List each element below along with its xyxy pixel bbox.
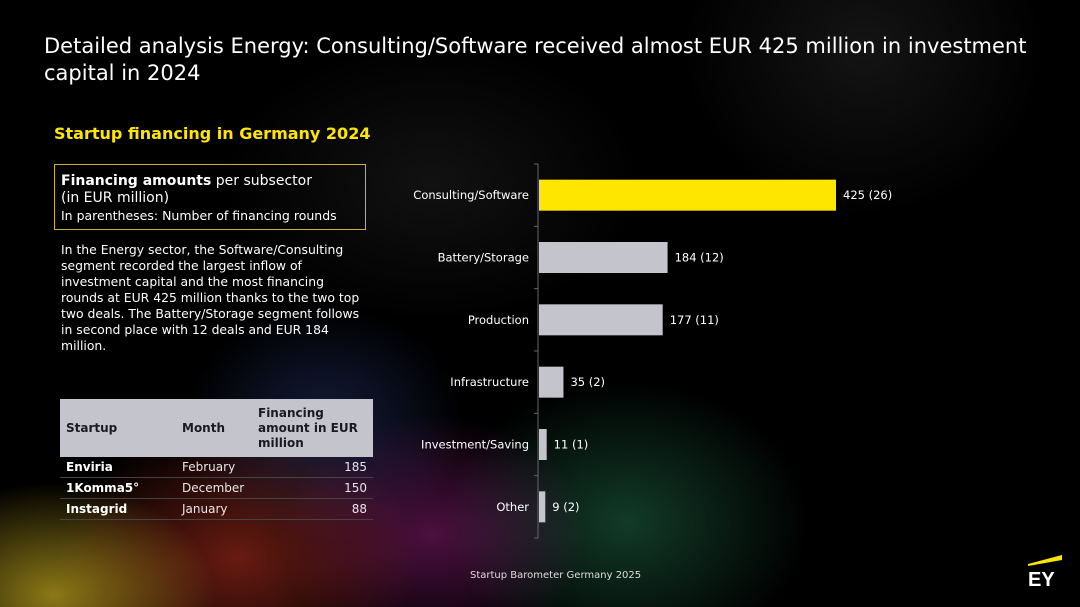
info-box-rest: per subsector — [211, 173, 312, 189]
data-label: 425 (26) — [843, 188, 892, 202]
footer-text: Startup Barometer Germany 2025 — [470, 570, 642, 581]
data-label: 11 (1) — [554, 438, 589, 452]
cell-startup: Instagrid — [60, 498, 176, 520]
data-label: 184 (12) — [675, 251, 724, 265]
section-subtitle: Startup financing in Germany 2024 — [54, 124, 371, 143]
ey-logo: EY — [1028, 555, 1062, 589]
info-box-line3: In parentheses: Number of financing roun… — [61, 208, 337, 223]
description-text: In the Energy sector, the Software/Consu… — [61, 242, 360, 353]
cell-amount: 185 — [252, 457, 373, 478]
category-label: Infrastructure — [450, 375, 529, 389]
table-row: Instagrid January 88 — [60, 498, 373, 520]
cell-amount: 150 — [252, 477, 373, 499]
header-startup: Startup — [60, 399, 176, 457]
top-deals-table: Startup Month Financing amount in EUR mi… — [60, 399, 373, 520]
table-header-row: Startup Month Financing amount in EUR mi… — [60, 399, 373, 457]
cell-startup: 1Komma5° — [60, 477, 176, 499]
category-label: Battery/Storage — [438, 251, 529, 265]
bar — [539, 491, 546, 523]
data-label: 9 (2) — [552, 500, 579, 514]
table-row: Enviria February 185 — [60, 457, 373, 478]
cell-month: January — [176, 498, 252, 520]
bar — [539, 304, 663, 336]
cell-amount: 88 — [252, 498, 373, 520]
category-label: Consulting/Software — [413, 188, 529, 202]
cell-startup: Enviria — [60, 457, 176, 478]
bar — [539, 242, 668, 273]
ey-logo-beam — [1028, 555, 1062, 566]
info-box-bold: Financing amounts — [61, 173, 212, 189]
bar — [539, 366, 564, 398]
data-label: 35 (2) — [570, 375, 605, 389]
header-amount: Financing amount in EUR million — [252, 399, 373, 457]
category-label: Other — [496, 500, 529, 514]
table-row: 1Komma5° December 150 — [60, 477, 373, 499]
category-label: Production — [468, 313, 529, 327]
cell-month: December — [176, 477, 252, 499]
category-label: Investment/Saving — [421, 438, 529, 452]
page-title: Detailed analysis Energy: Consulting/Sof… — [44, 34, 1027, 85]
cell-month: February — [176, 457, 252, 478]
data-label: 177 (11) — [670, 313, 719, 327]
header-month: Month — [176, 399, 252, 457]
ey-logo-text: EY — [1028, 569, 1055, 589]
bar — [539, 429, 547, 460]
info-box-line2: (in EUR million) — [61, 190, 170, 206]
info-box: Financing amounts per subsector (in EUR … — [54, 164, 366, 230]
bar — [539, 179, 836, 211]
